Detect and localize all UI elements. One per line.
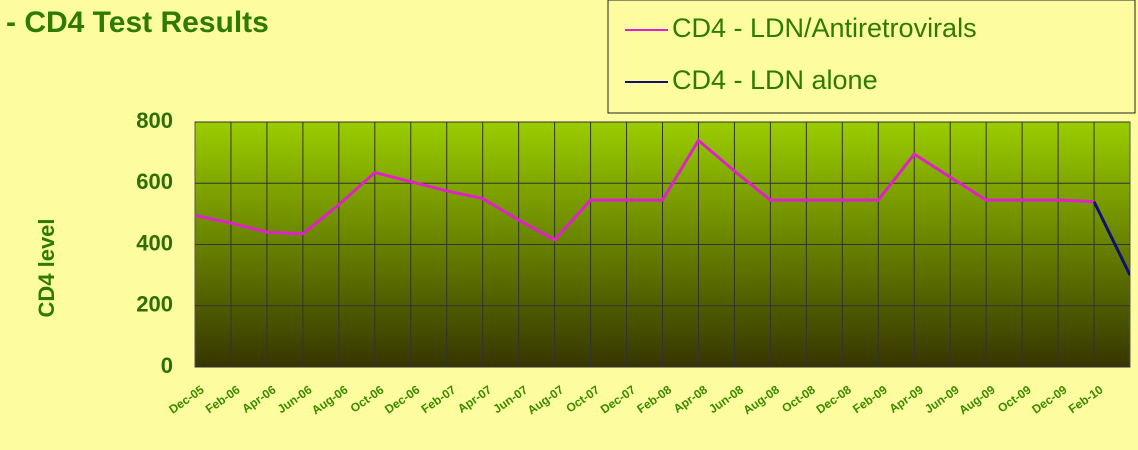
x-tick-label: Oct-09: [995, 382, 1034, 415]
x-tick-label: Feb-10: [1066, 382, 1106, 416]
x-tick-label: Jun-07: [490, 382, 530, 416]
x-tick-label: Aug-08: [741, 382, 783, 417]
series-line: [195, 138, 1095, 242]
x-tick-label: Oct-07: [563, 382, 602, 415]
chart-title: - CD4 Test Results: [6, 6, 269, 39]
x-tick-label: Dec-05: [166, 382, 207, 416]
series-group: [195, 138, 1130, 276]
x-tick-label: Apr-09: [887, 382, 926, 415]
x-tick-label: Jun-09: [922, 382, 962, 416]
x-tick-label: Jun-06: [275, 382, 315, 416]
legend: [607, 0, 1136, 114]
x-tick-label: Dec-08: [814, 382, 855, 416]
x-tick-label: Dec-09: [1029, 382, 1070, 416]
x-tick-label: Apr-07: [455, 382, 494, 415]
x-tick-label: Dec-06: [382, 382, 423, 416]
x-tick-label: Apr-06: [239, 382, 278, 415]
x-tick-label: Feb-09: [850, 382, 890, 416]
x-tick-label: Jun-08: [706, 382, 746, 416]
x-tick-label: Feb-07: [419, 382, 459, 416]
x-tick-label: Apr-08: [671, 382, 710, 415]
y-tick-label: 600: [136, 169, 173, 194]
x-tick-label: Feb-06: [203, 382, 243, 416]
series-line: [1092, 200, 1130, 276]
x-tick-label: Aug-07: [525, 382, 567, 417]
x-tick-label: Aug-06: [309, 382, 351, 417]
legend-label: CD4 - LDN/Antiretrovirals: [672, 13, 977, 43]
y-tick-label: 400: [136, 230, 173, 255]
y-tick-label: 0: [161, 353, 173, 378]
x-tick-label: Oct-08: [779, 382, 818, 415]
legend-label: CD4 - LDN alone: [672, 65, 878, 95]
x-tick-label: Feb-08: [634, 382, 674, 416]
x-tick-label: Dec-07: [598, 382, 639, 416]
x-tick-label: Oct-06: [348, 382, 387, 415]
x-tick-label: Aug-09: [956, 382, 998, 417]
y-axis-label: CD4 level: [34, 218, 59, 317]
y-tick-label: 200: [136, 292, 173, 317]
y-tick-label: 800: [136, 108, 173, 133]
